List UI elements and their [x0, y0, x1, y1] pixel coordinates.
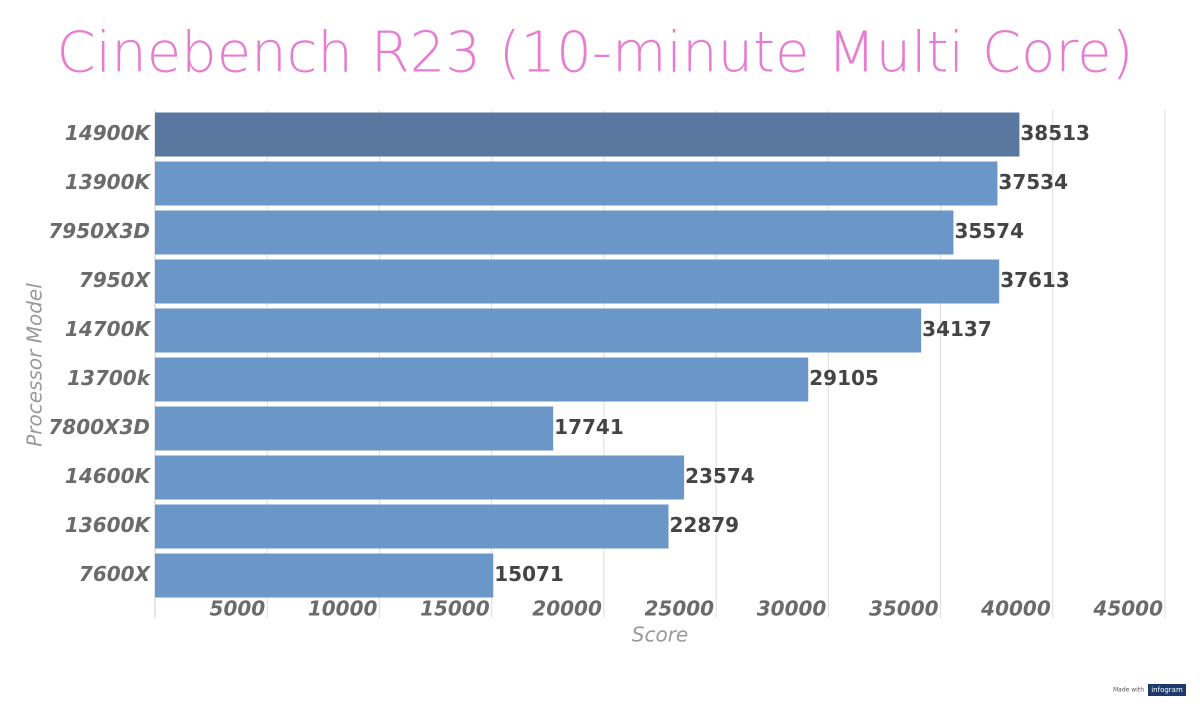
- x-tick-label: 20000: [532, 597, 602, 621]
- bar: [155, 259, 1000, 304]
- bar: [155, 553, 494, 598]
- y-tick-label: 13900K: [65, 170, 152, 194]
- y-tick-label: 14600K: [65, 464, 152, 488]
- bar: [155, 161, 998, 206]
- chart-title: Cinebench R23 (10-minute Multi Core): [57, 20, 1134, 85]
- bar: [155, 455, 685, 500]
- value-label: 37613: [1000, 268, 1070, 292]
- y-axis-label: Processor Model: [23, 283, 47, 447]
- credit-badge: [1148, 684, 1186, 696]
- value-label: 34137: [922, 317, 992, 341]
- bar: [155, 357, 809, 402]
- x-tick-label: 35000: [869, 597, 939, 621]
- y-tick-label: 7600X: [79, 562, 152, 586]
- bar: [155, 112, 1020, 157]
- y-tick-label: 7950X: [79, 268, 152, 292]
- x-tick-label: 30000: [757, 597, 827, 621]
- value-label: 38513: [1020, 121, 1090, 145]
- bar: [155, 504, 669, 549]
- y-tick-label: 7800X3D: [48, 415, 150, 439]
- x-tick-label: 45000: [1092, 597, 1163, 621]
- x-tick-label: 15000: [420, 597, 490, 621]
- x-tick-label: 10000: [308, 597, 378, 621]
- value-label: 29105: [809, 366, 879, 390]
- bar: [155, 210, 954, 255]
- value-label: 22879: [670, 513, 740, 537]
- y-tick-label: 13700k: [67, 366, 152, 390]
- value-label: 23574: [685, 464, 755, 488]
- value-label: 37534: [998, 170, 1068, 194]
- value-label: 17741: [554, 415, 624, 439]
- bar: [155, 308, 922, 353]
- y-tick-label: 14900K: [65, 121, 152, 145]
- x-tick-label: 40000: [980, 597, 1051, 621]
- credit-brand: infogram: [1151, 686, 1183, 694]
- value-label: 15071: [494, 562, 564, 586]
- x-tick-label: 25000: [645, 597, 715, 621]
- y-tick-label: 7950X3D: [48, 219, 150, 243]
- credit: Made with: [1113, 687, 1144, 694]
- value-label: 35574: [954, 219, 1024, 243]
- y-tick-label: 13600K: [65, 513, 152, 537]
- y-tick-label: 14700K: [65, 317, 152, 341]
- bar: [155, 406, 554, 451]
- x-axis-label: Score: [632, 623, 688, 647]
- x-tick-label: 5000: [210, 597, 266, 621]
